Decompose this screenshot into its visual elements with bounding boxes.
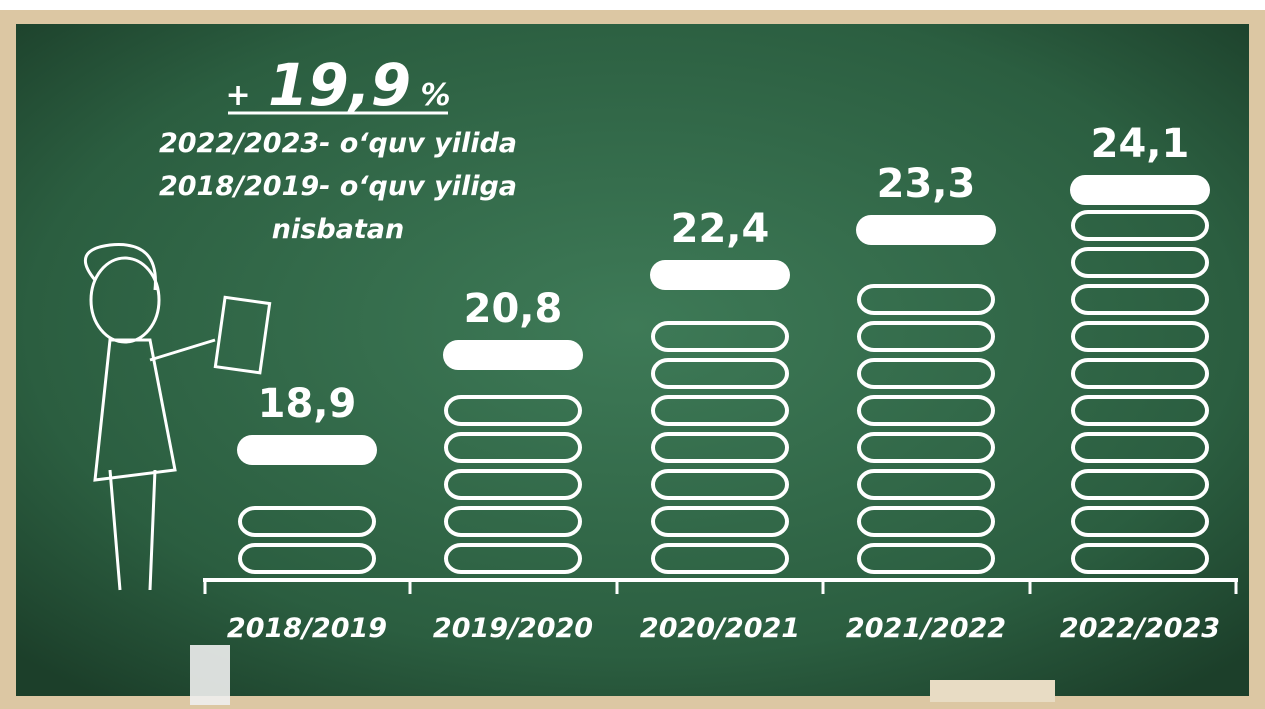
bar-segment (651, 506, 789, 537)
bar-segment (651, 358, 789, 389)
bar (1070, 175, 1210, 574)
bar-segment (444, 432, 582, 463)
bar-segment (238, 506, 376, 537)
bar-segment (857, 432, 995, 463)
bar-segment (651, 543, 789, 574)
bar-segment (857, 358, 995, 389)
annotation-line: nisbatan (272, 214, 404, 245)
board (16, 24, 1249, 696)
annotation-value: 19,9 (268, 51, 411, 119)
value-label: 18,9 (258, 381, 357, 427)
x-tick-label: 2019/2020 (433, 613, 593, 644)
value-label: 20,8 (464, 286, 563, 332)
bar-segment (1071, 432, 1209, 463)
bar-segment (444, 469, 582, 500)
bar-segment (1071, 358, 1209, 389)
x-tick-label: 2020/2021 (640, 613, 800, 644)
bar-cap (443, 340, 583, 370)
annotation: + 19,9 % 2022/2023- o‘quv yilida 2018/20… (159, 51, 517, 245)
bar (237, 435, 377, 574)
bar-segment (857, 284, 995, 315)
bar-segment (857, 395, 995, 426)
bar-segment (857, 506, 995, 537)
x-tick-label: 2018/2019 (227, 613, 387, 644)
x-tick-label: 2022/2023 (1060, 613, 1220, 644)
bar-segment (1071, 321, 1209, 352)
bar-segment (444, 395, 582, 426)
bar-segment (444, 506, 582, 537)
bar-segment (1071, 469, 1209, 500)
bar (443, 340, 583, 574)
x-tick-label: 2021/2022 (846, 613, 1006, 644)
bar-segment (1071, 210, 1209, 241)
bar-segment (444, 543, 582, 574)
bar-segment (1071, 543, 1209, 574)
bar-cap (1070, 175, 1210, 205)
value-label: 23,3 (877, 161, 976, 207)
bar-cap (856, 215, 996, 245)
annotation-prefix: + (225, 78, 250, 113)
bar-segment (1071, 284, 1209, 315)
teacher-sketch (84, 243, 272, 591)
bar (650, 260, 790, 574)
annotation-suffix: % (421, 78, 451, 113)
annotation-line: 2022/2023- o‘quv yilida (159, 128, 517, 159)
bar-segment (651, 432, 789, 463)
bar-segment (651, 469, 789, 500)
bar-cap (650, 260, 790, 290)
bar-segment (857, 469, 995, 500)
bar-segment (857, 543, 995, 574)
bar (856, 215, 996, 574)
bar-segment (857, 321, 995, 352)
bar-segment (1071, 247, 1209, 278)
bar-segment (1071, 506, 1209, 537)
bar-segment (1071, 395, 1209, 426)
eraser (930, 680, 1055, 702)
value-label: 24,1 (1091, 121, 1190, 167)
annotation-headline: + 19,9 % (225, 51, 450, 119)
bar-segment (651, 321, 789, 352)
annotation-line: 2018/2019- o‘quv yiliga (159, 171, 517, 202)
bar-segment (238, 543, 376, 574)
chalk (190, 645, 230, 705)
bar-segment (651, 395, 789, 426)
value-label: 22,4 (671, 206, 770, 252)
bar-cap (237, 435, 377, 465)
